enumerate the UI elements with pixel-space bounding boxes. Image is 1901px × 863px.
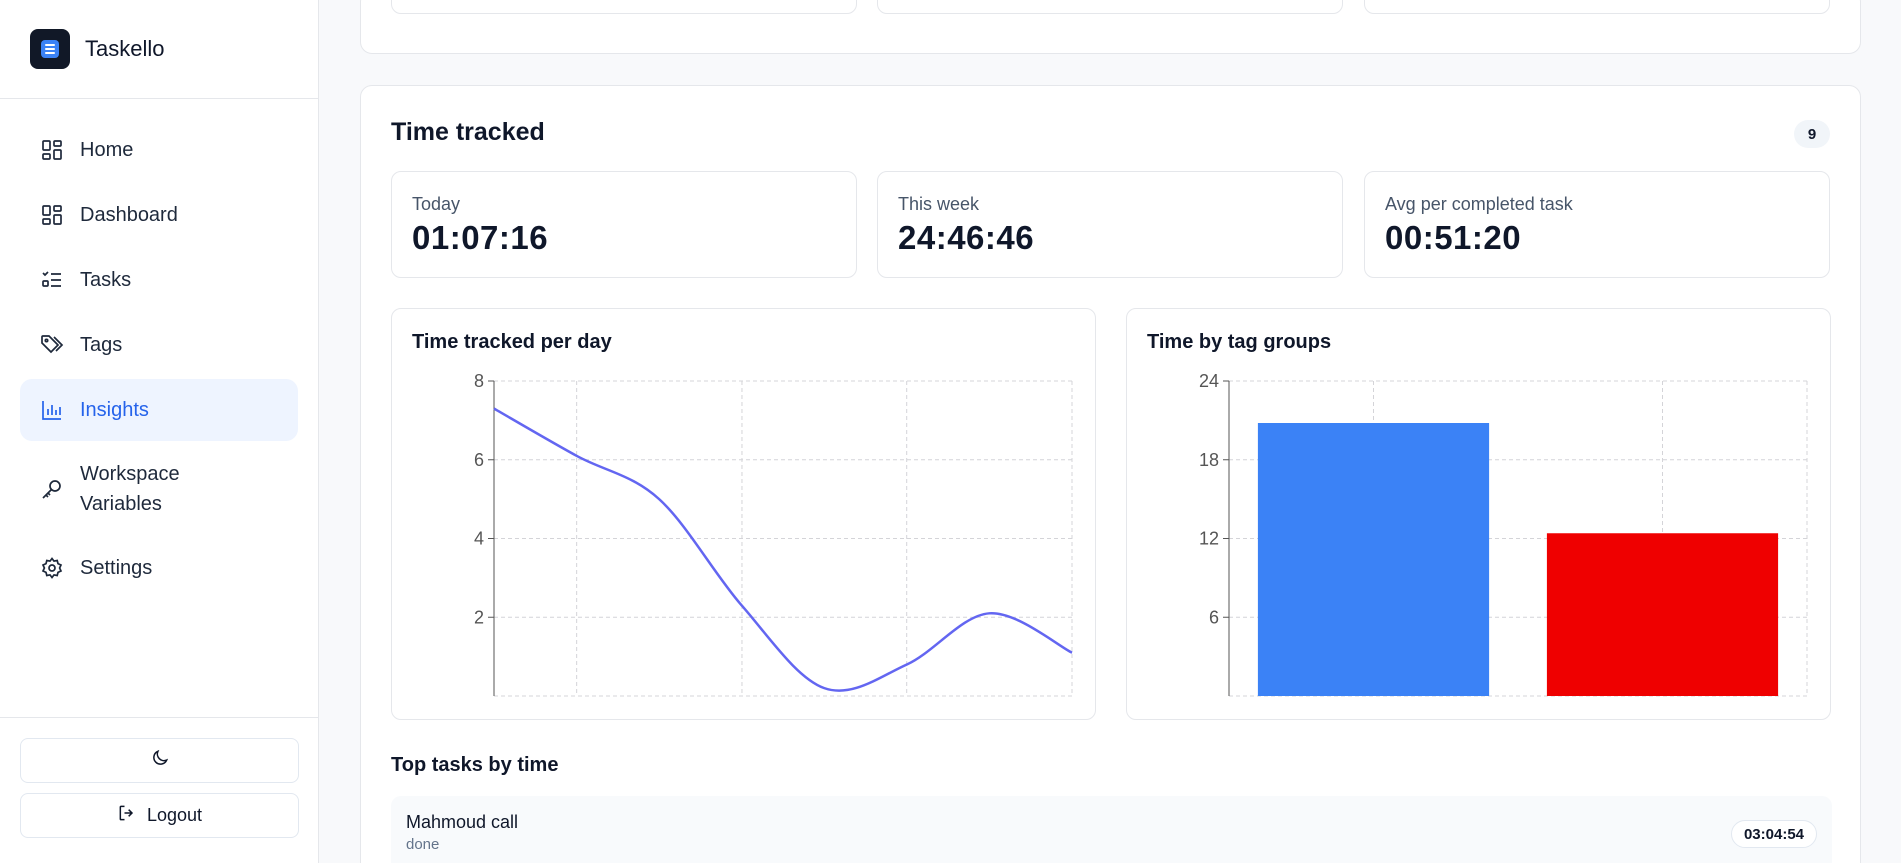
logout-label: Logout (146, 805, 203, 825)
chart-title: Time tracked per day (412, 331, 612, 353)
stat-value: 01:07:16 (412, 219, 549, 256)
sidebar-item-label: Workspace Variables (80, 463, 180, 515)
task-row[interactable]: Mahmoud call done 03:04:54 (391, 796, 1832, 863)
home-icon (40, 138, 64, 162)
stat-card-avg-per-task: Avg per completed task 00:51:20 (1364, 171, 1830, 278)
stat-card-this-week: This week 24:46:46 (877, 171, 1343, 278)
sidebar-item-tasks[interactable]: Tasks (20, 249, 298, 311)
sidebar-item-label: Tasks (80, 269, 132, 291)
moon-icon (150, 748, 170, 773)
logout-icon (117, 803, 137, 828)
task-time-badge: 03:04:54 (1730, 820, 1817, 848)
stat-value: 24:46:46 (898, 219, 1035, 256)
tags-icon (40, 333, 64, 357)
count-badge: 9 (1794, 120, 1830, 148)
sidebar-item-dashboard[interactable]: Dashboard (20, 184, 298, 246)
sidebar-item-insights[interactable]: Insights (20, 379, 298, 441)
sidebar: Taskello Home Dashboard Tasks Tags (0, 0, 319, 863)
theme-toggle-button[interactable] (20, 738, 299, 783)
y-tick-label: 2 (474, 607, 484, 627)
y-tick-label: 12 (1199, 529, 1219, 549)
sidebar-item-tags[interactable]: Tags (20, 314, 298, 376)
task-name: Mahmoud call (406, 812, 519, 832)
y-tick-label: 24 (1199, 371, 1219, 391)
gear-icon (40, 556, 64, 580)
task-status: done (406, 836, 440, 853)
sidebar-item-home[interactable]: Home (20, 119, 298, 181)
top-tasks-title: Top tasks by time (391, 754, 559, 776)
insights-icon (40, 398, 64, 422)
sidebar-item-settings[interactable]: Settings (20, 537, 298, 599)
line-chart-svg: 2 4 6 8 (474, 371, 1073, 697)
previous-stat-card (877, 0, 1343, 14)
previous-section-card (360, 0, 1861, 54)
key-icon (40, 477, 64, 501)
sidebar-nav: Home Dashboard Tasks Tags Insights (0, 99, 318, 622)
time-by-tag-groups-chart: 6 12 18 24 Time by tag groups (1126, 308, 1831, 720)
y-tick-label: 4 (474, 529, 484, 549)
sidebar-item-label: Tags (80, 334, 123, 356)
previous-stat-card (1364, 0, 1830, 14)
sidebar-item-label: Home (80, 139, 134, 161)
tasks-icon (40, 268, 64, 292)
brand: Taskello (0, 0, 318, 99)
bar (1546, 533, 1779, 696)
stat-value: 00:51:20 (1385, 219, 1522, 256)
series-line (493, 407, 1073, 692)
stat-card-today: Today 01:07:16 (391, 171, 857, 278)
logout-button[interactable]: Logout (20, 793, 299, 838)
time-per-day-chart: 2 4 6 8 Time tracked per day (391, 308, 1096, 720)
previous-stat-card (391, 0, 857, 14)
chart-title: Time by tag groups (1147, 331, 1332, 353)
sidebar-item-workspace-variables[interactable]: Workspace Variables (20, 444, 298, 534)
time-tracked-card: Time tracked 9 Today 01:07:16 This week … (360, 85, 1861, 863)
sidebar-item-label: Insights (80, 399, 149, 421)
sidebar-footer: Logout (0, 717, 319, 863)
brand-name: Taskello (85, 36, 165, 61)
bar-chart-svg: 6 12 18 24 (1199, 371, 1808, 697)
logo-icon (30, 29, 70, 69)
stat-label: Avg per completed task (1385, 194, 1573, 214)
stat-label: Today (412, 194, 461, 214)
y-tick-label: 8 (474, 371, 484, 391)
sidebar-item-label: Dashboard (80, 204, 178, 226)
stat-label: This week (898, 194, 980, 214)
section-title: Time tracked (391, 118, 545, 146)
bar (1257, 423, 1490, 696)
y-tick-label: 18 (1199, 450, 1219, 470)
y-tick-label: 6 (1209, 607, 1219, 627)
sidebar-item-label: Settings (80, 557, 153, 579)
y-tick-label: 6 (474, 450, 484, 470)
dashboard-icon (40, 203, 64, 227)
